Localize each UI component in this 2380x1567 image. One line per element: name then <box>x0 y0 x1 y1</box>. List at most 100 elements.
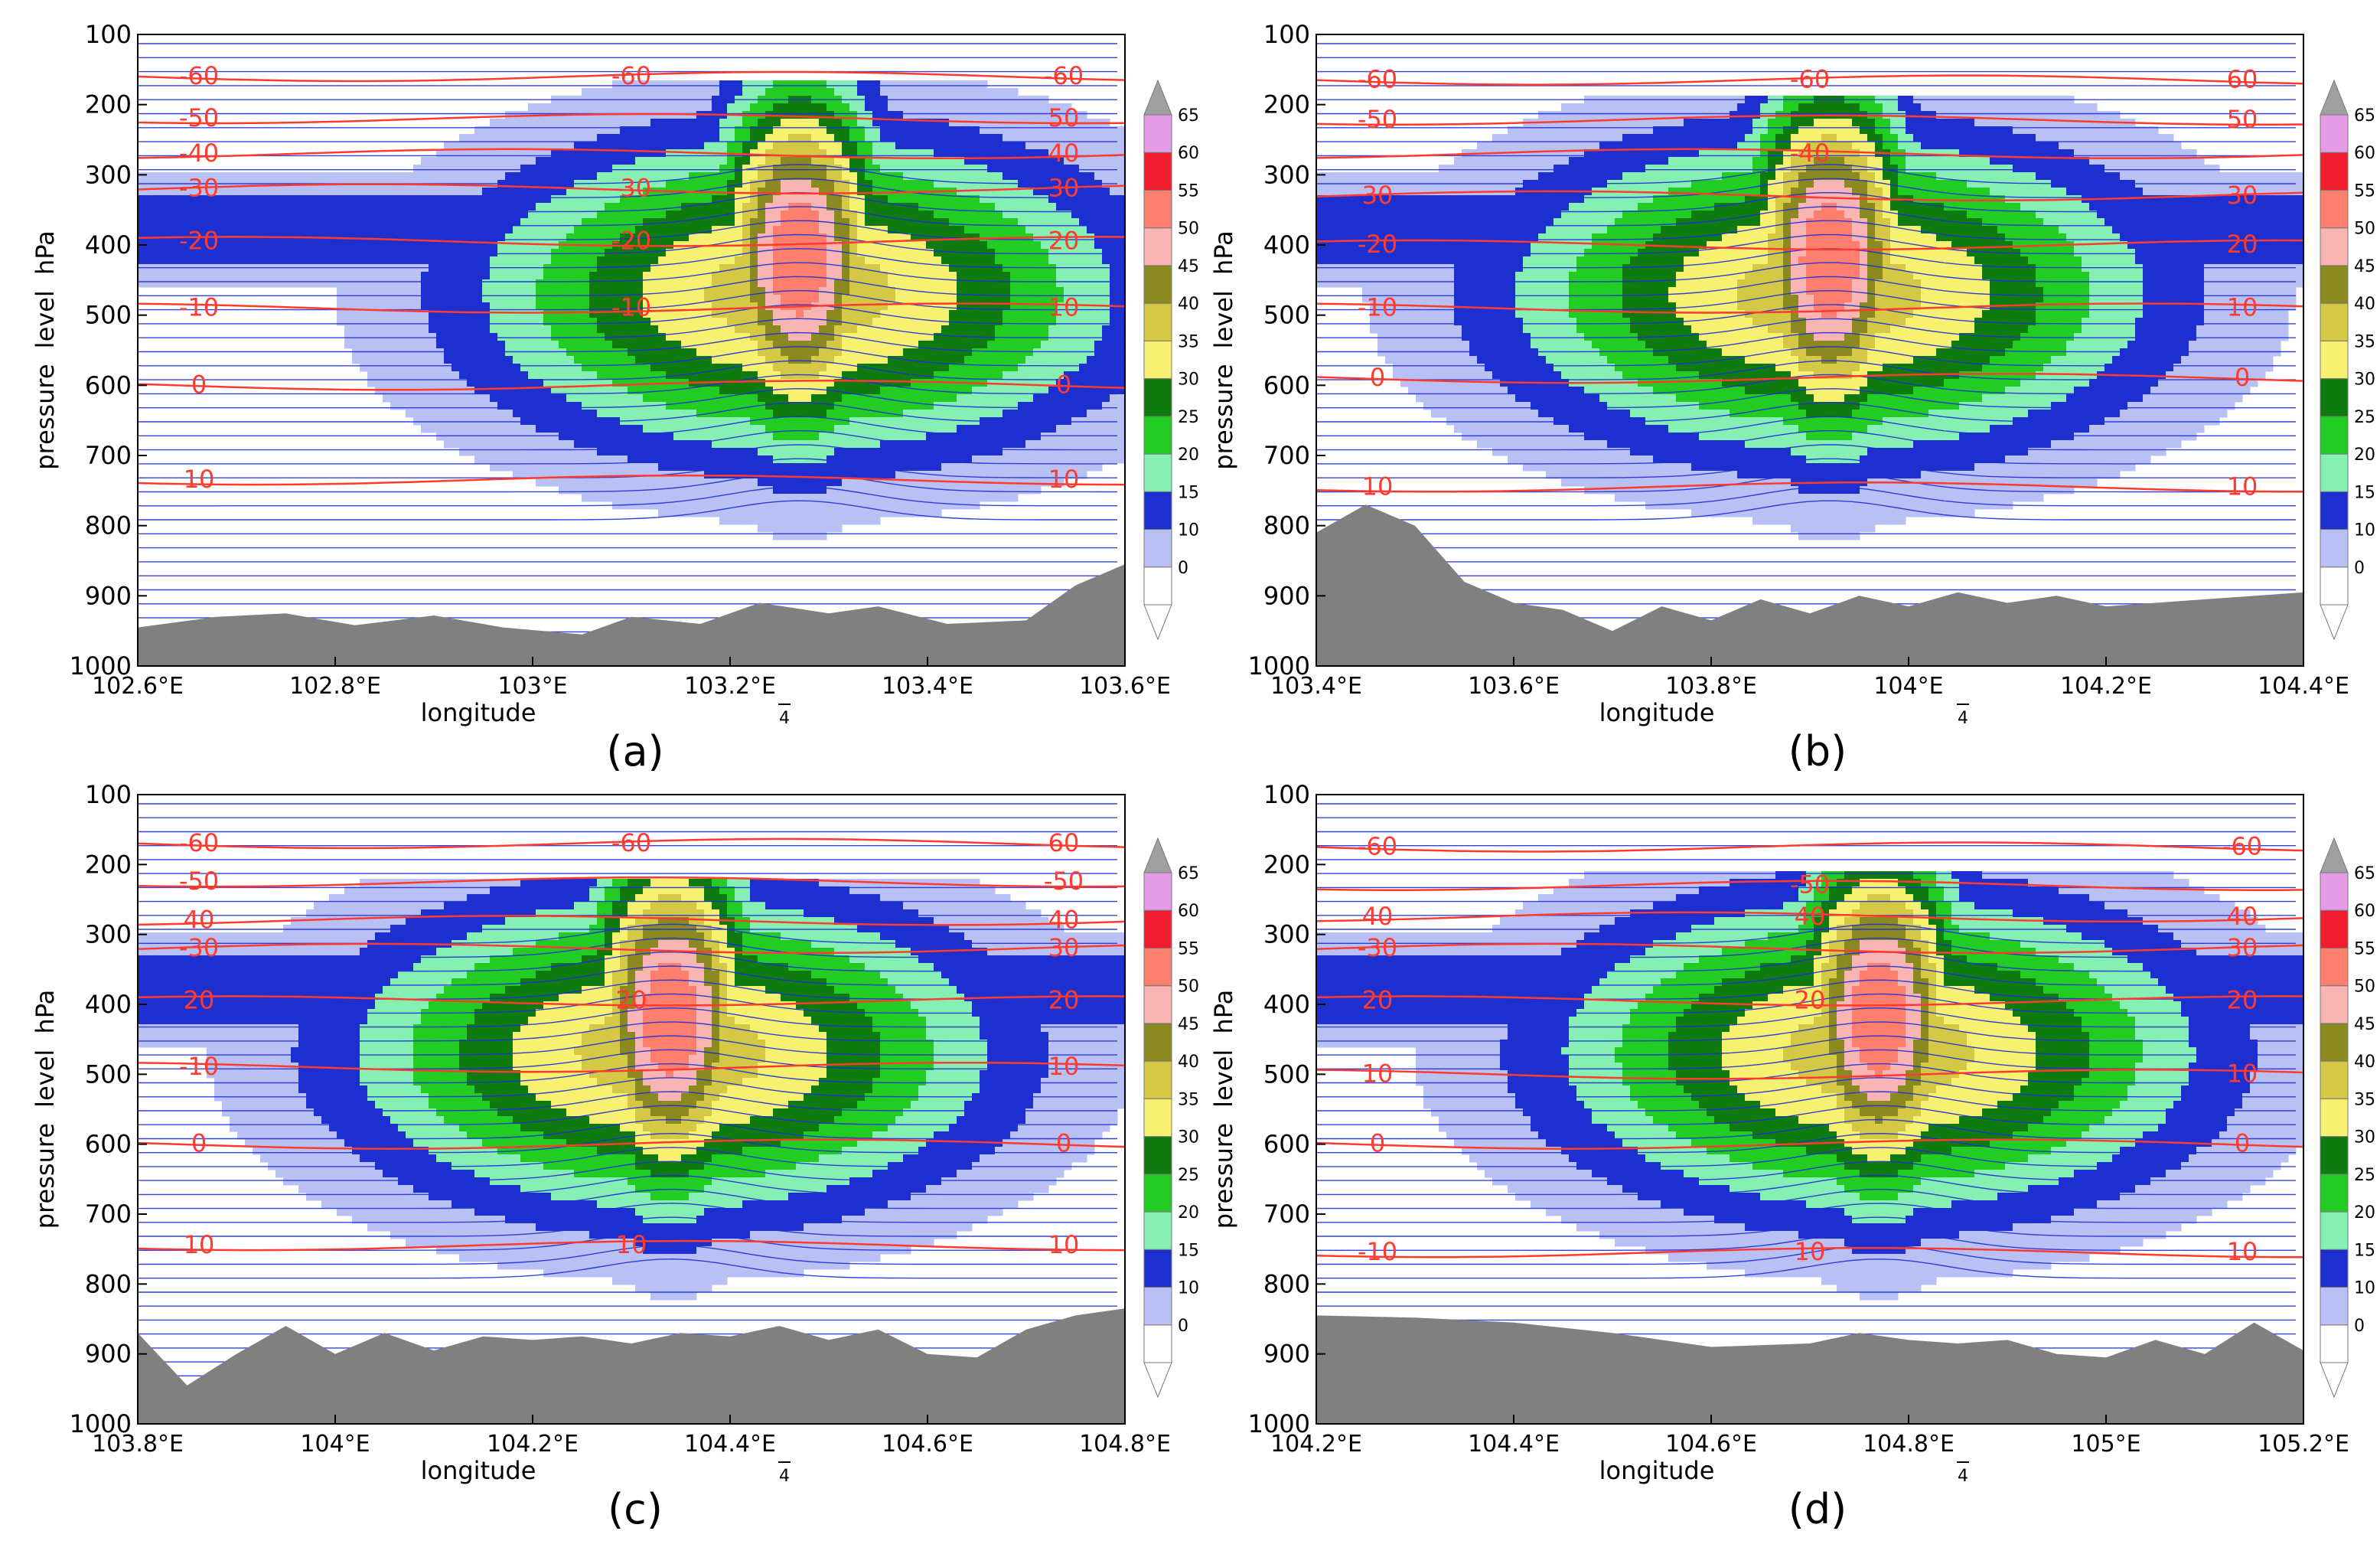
colorbar-tick-label: 50 <box>1178 978 1199 997</box>
x-tick-label: 103.6°E <box>1468 673 1560 700</box>
streamline <box>1316 331 2296 353</box>
streamline <box>138 318 1117 338</box>
isotherm-line <box>138 1138 1125 1150</box>
isotherm-line <box>1316 114 2303 126</box>
streamline <box>1316 1077 2296 1098</box>
isotherm-label: -50 <box>1358 105 1397 134</box>
isotherm-label: -60 <box>611 61 651 90</box>
colorbar-tick-label: 15 <box>2354 483 2375 502</box>
colorbar-swatch <box>2320 1249 2349 1288</box>
streamline <box>138 1174 1117 1196</box>
colorbar-swatch <box>2320 1023 2349 1062</box>
colorbar-tick-label: 65 <box>1178 106 1199 126</box>
isotherm-label: 30 <box>1362 181 1394 210</box>
colorbar-swatch <box>2320 985 2349 1024</box>
panel-label: (a) <box>606 727 663 775</box>
isotherm-label: 20 <box>1362 985 1394 1014</box>
isotherm-label: -40 <box>1790 139 1830 168</box>
colorbar-bottom-arrow <box>1143 1362 1172 1399</box>
colorbar-tick-label: 20 <box>1178 1203 1199 1223</box>
colorbar-tick-label: 50 <box>2354 978 2375 997</box>
streamline <box>1316 1188 2296 1210</box>
isotherm-line <box>1316 1069 2303 1080</box>
y-tick-label: 600 <box>85 371 132 400</box>
streamline <box>138 1132 1117 1154</box>
x-tick-label: 104.2°E <box>487 1431 579 1458</box>
y-tick-label: 900 <box>1263 1340 1310 1369</box>
streamline <box>138 500 1117 521</box>
colorbar: 0 10 15 20 25 30 35 40 45 50 55 60 65 <box>2320 837 2375 1399</box>
colorbar-swatch <box>2320 453 2349 492</box>
isotherm-label: -20 <box>611 226 651 255</box>
streamline <box>138 1049 1117 1069</box>
colorbar-tick-label: 10 <box>2354 521 2375 540</box>
streamline <box>1316 500 2296 521</box>
streamline <box>138 374 1117 395</box>
streamline <box>1316 1091 2296 1112</box>
isotherm-label: 10 <box>184 465 215 494</box>
colorbar-swatch <box>2320 189 2349 229</box>
streamline <box>138 1258 1117 1279</box>
colorbar-swatch <box>2320 529 2349 568</box>
colorbar-swatch <box>1143 985 1172 1024</box>
colorbar-swatch <box>1143 1211 1172 1250</box>
colorbar-tick-label: 55 <box>1178 939 1199 958</box>
colorbar-tick-label: 15 <box>1178 483 1199 502</box>
colorbar-swatch <box>2320 872 2349 911</box>
isotherm-line <box>138 995 1125 1007</box>
streamline <box>138 1021 1117 1042</box>
plot-area: -60 -60 -60 -50 50 -40 40 -30 -30 30 -20 -20 20 -10 -1… <box>138 43 1125 666</box>
streamline <box>1316 444 2296 465</box>
isotherm-label: 0 <box>191 370 207 399</box>
x-tick-label: 105°E <box>2071 1431 2140 1458</box>
colorbar-swatch <box>1143 1136 1172 1175</box>
colorbar-tick-label: 45 <box>2354 1015 2375 1034</box>
streamline <box>138 206 1117 227</box>
isotherm-label: 20 <box>1795 985 1826 1014</box>
colorbar-tick-label: 15 <box>2354 1241 2375 1260</box>
isotherm-label: 40 <box>1795 902 1826 931</box>
isotherm-label: 10 <box>2227 293 2258 322</box>
colorbar-tick-label: 45 <box>1178 257 1199 276</box>
isotherm-line <box>1316 148 2303 160</box>
isotherm-label: 20 <box>2227 230 2258 259</box>
isotherm-line <box>138 183 1125 194</box>
isotherm-label: 10 <box>1048 293 1080 322</box>
colorbar-tick-label: 0 <box>1178 1317 1188 1336</box>
isotherm-label: -10 <box>1358 1237 1397 1266</box>
panel-label: (d) <box>1788 1485 1847 1533</box>
x-axis-label: longitude <box>1599 1456 1715 1485</box>
streamline <box>1316 289 2296 311</box>
isotherm-label: 10 <box>1048 465 1080 494</box>
colorbar-swatch <box>2320 947 2349 987</box>
colorbar-swatch <box>2320 416 2349 455</box>
isotherm-label: 0 <box>1056 1129 1071 1158</box>
y-tick-label: 1000 <box>70 651 132 681</box>
colorbar-tick-label: 20 <box>2354 446 2375 465</box>
x-tick-label: 103.4°E <box>882 673 973 700</box>
isotherm-line <box>138 70 1125 83</box>
isotherm-label: 60 <box>2227 65 2258 94</box>
colorbar: 0 10 15 20 25 30 35 40 45 50 55 60 65 <box>1143 837 1199 1399</box>
y-tick-label: 1000 <box>70 1409 132 1438</box>
streamline <box>138 1188 1117 1210</box>
colorbar-top-arrow <box>1143 837 1172 873</box>
y-tick-label: 700 <box>85 1200 132 1229</box>
streamline <box>138 164 1117 184</box>
isotherm-label: 50 <box>1048 103 1080 132</box>
y-tick-label: 400 <box>85 230 132 260</box>
terrain <box>138 1308 1125 1424</box>
colorbar-tick-label: 40 <box>1178 295 1199 314</box>
isotherm-line <box>138 148 1125 160</box>
colorbar-tick-label: 55 <box>2354 939 2375 958</box>
colorbar-tick-label: 35 <box>1178 1090 1199 1109</box>
y-tick-label: 400 <box>1263 230 1310 260</box>
colorbar-swatch <box>1143 947 1172 987</box>
y-tick-label: 800 <box>85 1269 132 1298</box>
colorbar-swatch <box>2320 566 2349 606</box>
isotherm-label: 30 <box>2227 181 2258 210</box>
